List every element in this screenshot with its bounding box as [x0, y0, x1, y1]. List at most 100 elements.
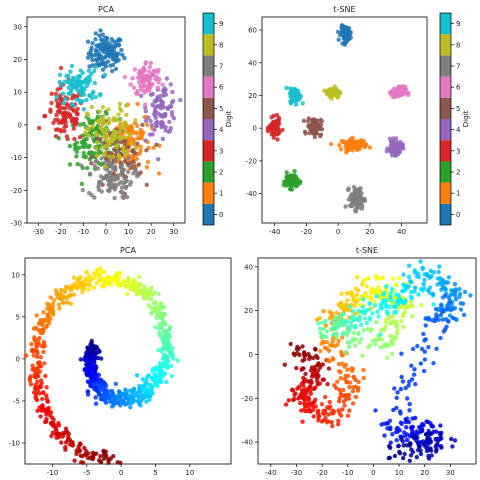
- data-point: [416, 447, 421, 453]
- data-point: [423, 323, 428, 328]
- data-point: [403, 385, 408, 391]
- data-point: [133, 390, 138, 395]
- data-point: [365, 326, 370, 332]
- data-point: [98, 47, 104, 52]
- data-point: [101, 284, 107, 289]
- data-point: [94, 153, 100, 158]
- data-point: [148, 390, 153, 395]
- data-point: [378, 332, 383, 337]
- data-point: [429, 423, 434, 429]
- data-point: [60, 300, 66, 305]
- data-point: [75, 161, 80, 167]
- data-point: [106, 182, 111, 187]
- y-tick-label: -20: [246, 157, 257, 165]
- data-point: [357, 340, 362, 345]
- data-point: [368, 296, 373, 301]
- data-point: [299, 381, 304, 386]
- x-tick-label: -30: [33, 228, 44, 236]
- data-point: [96, 54, 102, 59]
- data-point: [334, 331, 339, 337]
- data-point: [163, 87, 168, 92]
- data-point: [364, 142, 369, 147]
- data-point: [41, 390, 46, 395]
- data-point: [123, 123, 129, 128]
- data-point: [349, 198, 355, 203]
- data-point: [138, 170, 143, 175]
- data-point: [450, 315, 455, 320]
- data-point: [95, 114, 101, 119]
- data-point: [42, 318, 47, 323]
- data-point: [53, 91, 59, 97]
- data-point: [28, 374, 33, 379]
- data-point: [395, 327, 400, 332]
- data-point: [345, 413, 351, 418]
- data-point: [341, 387, 346, 393]
- data-point: [374, 320, 379, 325]
- x-tick-label: 10: [395, 469, 404, 477]
- data-point: [122, 176, 127, 181]
- data-point: [415, 343, 420, 349]
- data-point: [323, 318, 328, 324]
- data-point: [35, 373, 41, 379]
- data-point: [423, 337, 428, 342]
- data-point: [40, 327, 45, 333]
- data-point: [169, 363, 174, 369]
- data-point: [147, 292, 153, 297]
- data-point: [90, 124, 95, 129]
- data-point: [394, 395, 399, 401]
- data-point: [74, 451, 79, 457]
- y-tick-label: -20: [11, 187, 22, 195]
- colorbar-segment: [440, 97, 451, 119]
- data-point: [407, 408, 412, 413]
- data-point: [49, 433, 54, 439]
- data-point: [67, 143, 73, 149]
- data-point: [438, 335, 443, 341]
- data-point: [130, 154, 135, 159]
- colorbar-tick-label: 7: [219, 63, 223, 71]
- data-point: [72, 142, 77, 147]
- data-point: [305, 408, 310, 414]
- data-point: [364, 293, 369, 299]
- data-point: [116, 37, 122, 42]
- data-point: [349, 289, 354, 295]
- data-point: [140, 132, 145, 138]
- data-point: [75, 74, 81, 79]
- data-point: [314, 371, 319, 376]
- data-point: [117, 101, 123, 107]
- data-point: [141, 66, 146, 71]
- data-point: [75, 106, 80, 112]
- data-point: [341, 330, 347, 335]
- data-point: [333, 315, 338, 321]
- data-point: [312, 121, 317, 127]
- data-point: [418, 259, 423, 264]
- data-point: [395, 390, 400, 395]
- data-point: [91, 68, 97, 74]
- chart-panel: -40 -20 0 20 40 -40 -20 0 20 40 60 t-SNE 0 1 2 3 4 5 6 7 8 9 D…: [246, 5, 470, 236]
- data-point: [293, 87, 298, 92]
- y-tick-label: 20: [13, 56, 22, 64]
- data-point: [446, 295, 451, 300]
- data-point: [103, 164, 108, 169]
- colorbar-segment: [440, 55, 451, 77]
- data-point: [376, 314, 381, 319]
- data-point: [144, 377, 149, 382]
- data-point: [57, 72, 63, 78]
- data-point: [88, 455, 93, 461]
- data-point: [366, 344, 371, 350]
- data-point: [98, 28, 103, 33]
- data-point: [340, 318, 345, 323]
- data-point: [155, 95, 160, 100]
- data-point: [439, 302, 444, 307]
- data-point: [113, 381, 119, 386]
- data-point: [352, 303, 357, 308]
- data-point: [388, 290, 394, 296]
- data-point: [115, 143, 120, 148]
- data-point: [397, 449, 402, 454]
- data-point: [338, 321, 343, 327]
- data-point: [80, 290, 85, 295]
- chart-title: t-SNE: [356, 246, 378, 255]
- data-point: [153, 98, 159, 104]
- chart-title: PCA: [120, 246, 136, 255]
- data-point: [54, 98, 59, 103]
- data-point: [88, 52, 94, 57]
